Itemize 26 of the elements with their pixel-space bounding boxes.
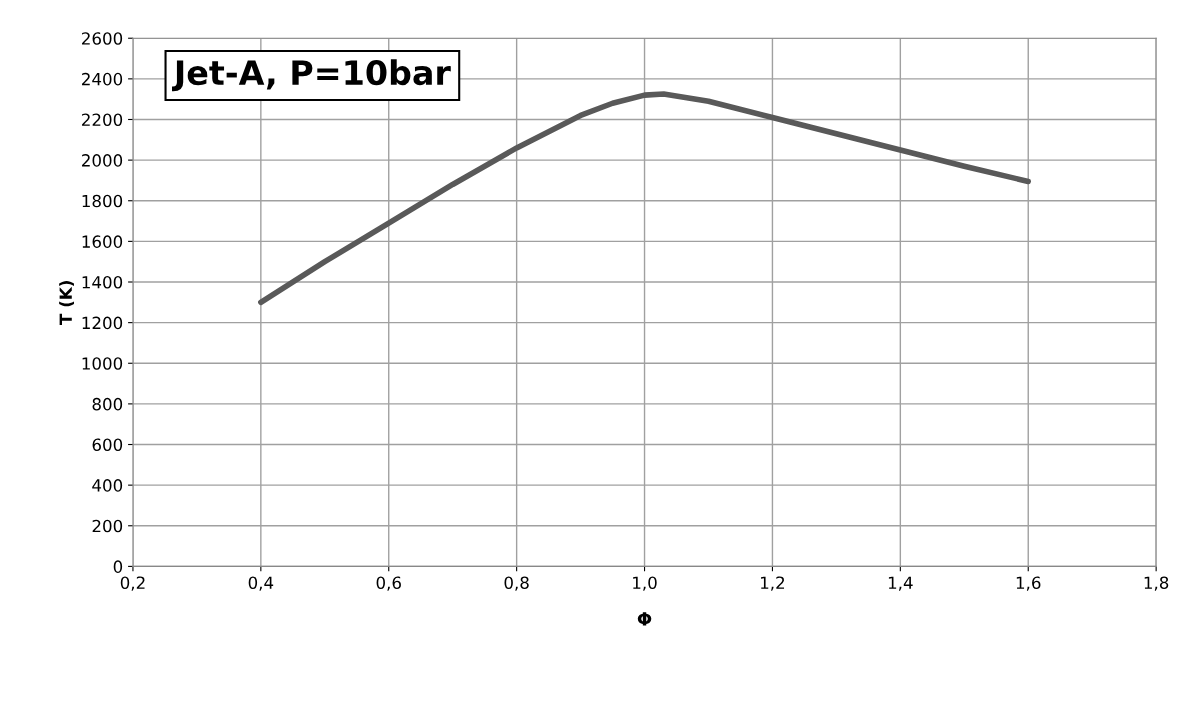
x-tick-label: 0,6 bbox=[376, 576, 401, 591]
y-tick-label: 200 bbox=[92, 519, 123, 533]
y-tick-label: 1600 bbox=[82, 235, 123, 248]
annotation: Jet-A, P=10bar bbox=[172, 59, 451, 92]
y-tick-label: 2200 bbox=[82, 113, 123, 127]
x-tick-label: 1,4 bbox=[888, 576, 913, 591]
y-tick-label: 1200 bbox=[82, 316, 123, 330]
y-tick-label: 400 bbox=[92, 479, 123, 492]
y-tick-label: 1400 bbox=[82, 275, 123, 289]
y-axis-title: T (K) bbox=[59, 281, 74, 325]
y-tick-label: 2400 bbox=[82, 72, 123, 86]
x-tick-label: 0,4 bbox=[248, 576, 274, 591]
y-tick-label: 2600 bbox=[82, 32, 123, 45]
y-tick-label: 0 bbox=[113, 560, 123, 573]
y-tick-label: 800 bbox=[92, 397, 123, 411]
x-tick-label: 0,8 bbox=[504, 576, 529, 591]
x-tick-label: 1,8 bbox=[1144, 576, 1169, 591]
x-axis-title: Φ bbox=[637, 612, 652, 626]
x-tick-label: 1,6 bbox=[1016, 576, 1041, 591]
x-tick-label: 1,2 bbox=[761, 576, 785, 591]
x-tick-label: 0,2 bbox=[120, 576, 145, 591]
x-tick-label: 1,0 bbox=[633, 576, 657, 591]
y-tick-label: 1800 bbox=[82, 194, 123, 208]
y-tick-label: 600 bbox=[92, 438, 123, 452]
y-tick-label: 1000 bbox=[82, 357, 123, 370]
y-tick-label: 2000 bbox=[82, 154, 123, 167]
